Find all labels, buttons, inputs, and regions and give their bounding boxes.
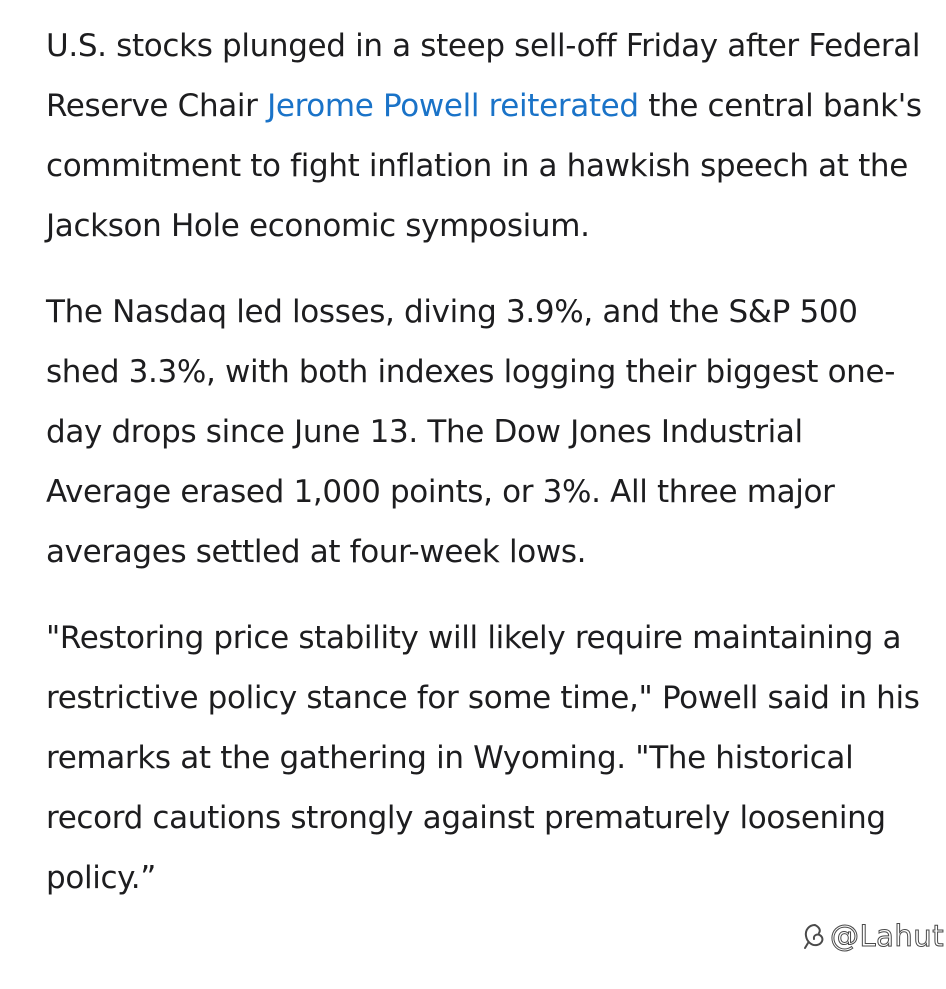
paragraph-2: The Nasdaq led losses, diving 3.9%, and … [46,294,896,570]
paragraph-1-text-after: the central bank's commitment to fight i… [46,88,922,244]
flower-logo-icon [804,924,824,949]
watermark: @Lahuti [802,916,946,956]
jerome-powell-link[interactable]: Jerome Powell reiterated [267,88,639,124]
article-body: U.S. stocks plunged in a steep sell-off … [46,16,926,934]
paragraph-1: U.S. stocks plunged in a steep sell-off … [46,16,926,256]
paragraph-1-text-before: U.S. stocks plunged in a steep sell-off … [46,28,921,124]
paragraph-3: "Restoring price stability will likely r… [46,620,920,896]
watermark-text: @Lahuti [830,919,946,954]
